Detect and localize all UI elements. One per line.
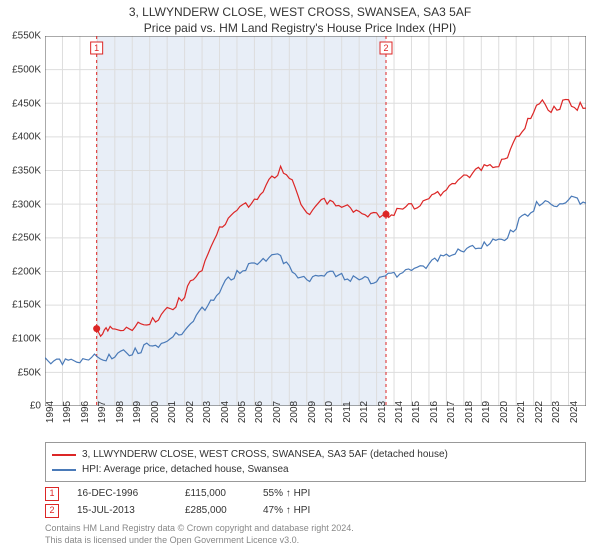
x-tick-label: 2022	[534, 401, 545, 423]
x-tick-label: 2004	[220, 401, 231, 423]
x-tick-label: 2009	[307, 401, 318, 423]
x-tick-label: 2016	[429, 401, 440, 423]
x-tick-label: 2018	[464, 401, 475, 423]
x-tick-label: 2013	[377, 401, 388, 423]
sale-row: 1 16-DEC-1996 £115,000 55% ↑ HPI	[45, 485, 586, 502]
x-tick-label: 2015	[411, 401, 422, 423]
x-tick-label: 2003	[202, 401, 213, 423]
x-tick-label: 2019	[481, 401, 492, 423]
chart-area: £0£50K£100K£150K£200K£250K£300K£350K£400…	[45, 36, 586, 406]
sale-marker: 1	[45, 487, 59, 501]
y-tick-label: £0	[30, 401, 41, 412]
x-tick-label: 2010	[324, 401, 335, 423]
x-tick-label: 1999	[132, 401, 143, 423]
x-tick-label: 2012	[359, 401, 370, 423]
sale-row: 2 15-JUL-2013 £285,000 47% ↑ HPI	[45, 502, 586, 519]
x-tick-label: 2007	[272, 401, 283, 423]
line-chart: 12	[45, 36, 586, 406]
y-tick-label: £550K	[12, 31, 41, 42]
sales-table: 1 16-DEC-1996 £115,000 55% ↑ HPI 2 15-JUL-201…	[45, 485, 586, 519]
x-tick-label: 2017	[446, 401, 457, 423]
x-tick-label: 2006	[254, 401, 265, 423]
legend-row: HPI: Average price, detached house, Swan…	[52, 462, 579, 477]
svg-text:1: 1	[94, 43, 99, 53]
y-tick-label: £500K	[12, 65, 41, 76]
x-tick-label: 2020	[499, 401, 510, 423]
sale-price: £285,000	[185, 502, 245, 519]
legend-swatch	[52, 469, 76, 471]
y-tick-label: £150K	[12, 300, 41, 311]
y-tick-label: £400K	[12, 132, 41, 143]
x-tick-label: 1997	[97, 401, 108, 423]
x-tick-label: 2021	[516, 401, 527, 423]
y-tick-label: £50K	[18, 367, 41, 378]
x-tick-label: 1994	[45, 401, 56, 423]
sale-date: 16-DEC-1996	[77, 485, 167, 502]
x-tick-label: 2023	[551, 401, 562, 423]
legend-row: 3, LLWYNDERW CLOSE, WEST CROSS, SWANSEA,…	[52, 447, 579, 462]
svg-text:2: 2	[383, 43, 388, 53]
sale-date: 15-JUL-2013	[77, 502, 167, 519]
footer-line-1: Contains HM Land Registry data © Crown c…	[45, 523, 586, 535]
x-tick-label: 1995	[62, 401, 73, 423]
x-tick-label: 1996	[80, 401, 91, 423]
sale-marker: 2	[45, 504, 59, 518]
sale-price: £115,000	[185, 485, 245, 502]
x-tick-label: 2001	[167, 401, 178, 423]
y-tick-label: £450K	[12, 98, 41, 109]
sale-pct: 47% ↑ HPI	[263, 502, 343, 519]
x-tick-label: 2005	[237, 401, 248, 423]
title-line-2: Price paid vs. HM Land Registry's House …	[0, 20, 600, 36]
y-tick-label: £250K	[12, 233, 41, 244]
legend-label: HPI: Average price, detached house, Swan…	[82, 462, 289, 477]
legend-label: 3, LLWYNDERW CLOSE, WEST CROSS, SWANSEA,…	[82, 447, 448, 462]
y-tick-label: £200K	[12, 266, 41, 277]
x-tick-label: 2014	[394, 401, 405, 423]
x-tick-label: 2024	[569, 401, 580, 423]
footer: Contains HM Land Registry data © Crown c…	[45, 523, 586, 546]
footer-line-2: This data is licensed under the Open Gov…	[45, 535, 586, 547]
y-tick-label: £350K	[12, 165, 41, 176]
x-tick-label: 2000	[150, 401, 161, 423]
x-tick-label: 2002	[185, 401, 196, 423]
legend-swatch	[52, 454, 76, 456]
y-tick-label: £100K	[12, 334, 41, 345]
title-line-1: 3, LLWYNDERW CLOSE, WEST CROSS, SWANSEA,…	[0, 4, 600, 20]
x-tick-label: 2008	[289, 401, 300, 423]
x-tick-label: 1998	[115, 401, 126, 423]
y-tick-label: £300K	[12, 199, 41, 210]
sale-pct: 55% ↑ HPI	[263, 485, 343, 502]
x-tick-label: 2011	[342, 402, 353, 424]
chart-title: 3, LLWYNDERW CLOSE, WEST CROSS, SWANSEA,…	[0, 0, 600, 36]
legend: 3, LLWYNDERW CLOSE, WEST CROSS, SWANSEA,…	[45, 442, 586, 482]
